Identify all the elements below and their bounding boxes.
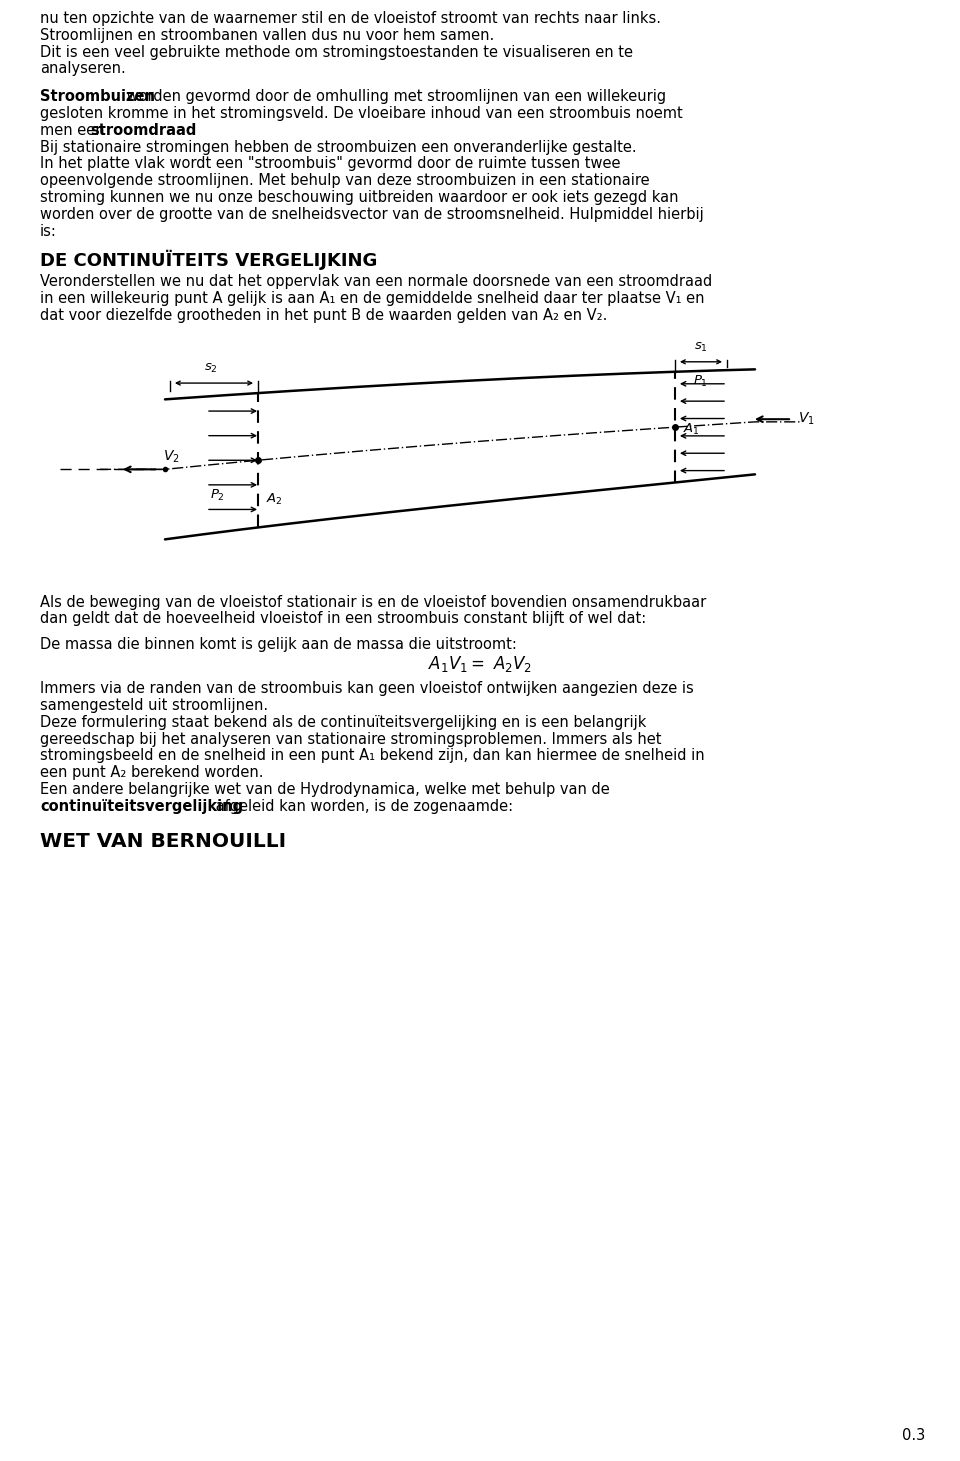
Text: $P_1$: $P_1$ xyxy=(693,374,708,389)
Text: analyseren.: analyseren. xyxy=(40,61,126,76)
Text: Stroombuizen: Stroombuizen xyxy=(40,89,155,104)
Text: $s_1$: $s_1$ xyxy=(694,340,708,354)
Text: 0.3: 0.3 xyxy=(901,1427,925,1443)
Text: WET VAN BERNOUILLI: WET VAN BERNOUILLI xyxy=(40,833,286,852)
Text: $A_1V_1 = \ A_2V_2$: $A_1V_1 = \ A_2V_2$ xyxy=(428,655,532,674)
Text: Deze formulering staat bekend als de continuïteitsvergelijking en is een belangr: Deze formulering staat bekend als de con… xyxy=(40,714,646,729)
Text: nu ten opzichte van de waarnemer stil en de vloeistof stroomt van rechts naar li: nu ten opzichte van de waarnemer stil en… xyxy=(40,12,661,26)
Text: in een willekeurig punt A gelijk is aan A₁ en de gemiddelde snelheid daar ter pl: in een willekeurig punt A gelijk is aan … xyxy=(40,291,705,305)
Text: worden gevormd door de omhulling met stroomlijnen van een willekeurig: worden gevormd door de omhulling met str… xyxy=(122,89,666,104)
Text: dat voor diezelfde grootheden in het punt B de waarden gelden van A₂ en V₂.: dat voor diezelfde grootheden in het pun… xyxy=(40,307,608,323)
Text: Immers via de randen van de stroombuis kan geen vloeistof ontwijken aangezien de: Immers via de randen van de stroombuis k… xyxy=(40,681,694,695)
Text: De massa die binnen komt is gelijk aan de massa die uitstroomt:: De massa die binnen komt is gelijk aan d… xyxy=(40,637,516,653)
Text: stromingsbeeld en de snelheid in een punt A₁ bekend zijn, dan kan hiermee de sne: stromingsbeeld en de snelheid in een pun… xyxy=(40,748,705,763)
Text: gesloten kromme in het stromingsveld. De vloeibare inhoud van een stroombuis noe: gesloten kromme in het stromingsveld. De… xyxy=(40,105,683,121)
Text: Veronderstellen we nu dat het oppervlak van een normale doorsnede van een stroom: Veronderstellen we nu dat het oppervlak … xyxy=(40,273,712,289)
Text: .: . xyxy=(165,123,170,137)
Text: afgeleid kan worden, is de zogenaamde:: afgeleid kan worden, is de zogenaamde: xyxy=(210,799,513,814)
Text: $P_2$: $P_2$ xyxy=(210,488,225,503)
Text: DE CONTINUÏTEITS VERGELIJKING: DE CONTINUÏTEITS VERGELIJKING xyxy=(40,250,377,270)
Text: continuïteitsvergelijking: continuïteitsvergelijking xyxy=(40,799,243,814)
Text: Bij stationaire stromingen hebben de stroombuizen een onveranderlijke gestalte.: Bij stationaire stromingen hebben de str… xyxy=(40,139,636,155)
Text: $V_1$: $V_1$ xyxy=(798,411,815,428)
Text: $V_2$: $V_2$ xyxy=(163,449,180,466)
Text: $A_2$: $A_2$ xyxy=(266,492,282,507)
Text: een punt A₂ berekend worden.: een punt A₂ berekend worden. xyxy=(40,766,263,780)
Text: gereedschap bij het analyseren van stationaire stromingsproblemen. Immers als he: gereedschap bij het analyseren van stati… xyxy=(40,732,661,747)
Text: stroomdraad: stroomdraad xyxy=(90,123,197,137)
Text: Stroomlijnen en stroombanen vallen dus nu voor hem samen.: Stroomlijnen en stroombanen vallen dus n… xyxy=(40,28,494,42)
Text: stroming kunnen we nu onze beschouwing uitbreiden waardoor er ook iets gezegd ka: stroming kunnen we nu onze beschouwing u… xyxy=(40,190,679,205)
Text: men een: men een xyxy=(40,123,109,137)
Text: $A_1$: $A_1$ xyxy=(683,422,700,437)
Text: Dit is een veel gebruikte methode om stromingstoestanden te visualiseren en te: Dit is een veel gebruikte methode om str… xyxy=(40,45,633,60)
Text: In het platte vlak wordt een "stroombuis" gevormd door de ruimte tussen twee: In het platte vlak wordt een "stroombuis… xyxy=(40,156,620,171)
Text: dan geldt dat de hoeveelheid vloeistof in een stroombuis constant blijft of wel : dan geldt dat de hoeveelheid vloeistof i… xyxy=(40,611,646,627)
Text: Een andere belangrijke wet van de Hydrodynamica, welke met behulp van de: Een andere belangrijke wet van de Hydrod… xyxy=(40,782,610,796)
Text: samengesteld uit stroomlijnen.: samengesteld uit stroomlijnen. xyxy=(40,698,268,713)
Text: opeenvolgende stroomlijnen. Met behulp van deze stroombuizen in een stationaire: opeenvolgende stroomlijnen. Met behulp v… xyxy=(40,172,650,188)
Text: Als de beweging van de vloeistof stationair is en de vloeistof bovendien onsamen: Als de beweging van de vloeistof station… xyxy=(40,595,707,609)
Text: $s_2$: $s_2$ xyxy=(204,362,218,375)
Text: worden over de grootte van de snelheidsvector van de stroomsnelheid. Hulpmiddel : worden over de grootte van de snelheidsv… xyxy=(40,206,704,222)
Text: is:: is: xyxy=(40,224,57,238)
